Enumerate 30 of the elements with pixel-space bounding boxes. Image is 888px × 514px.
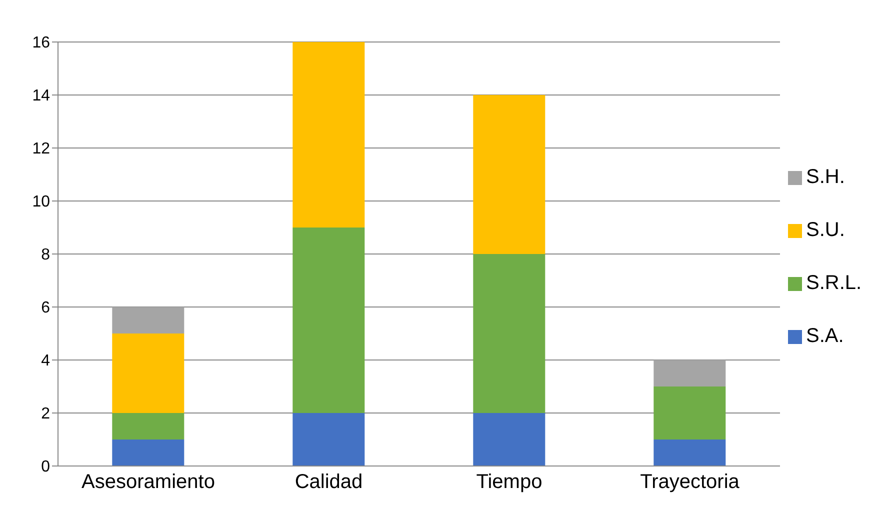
bar [112,413,184,440]
legend-label: S.A. [806,325,844,348]
bar [292,228,365,413]
y-tick-label: 2 [41,406,50,423]
bar [112,334,184,413]
bar [112,307,184,334]
y-tick-label: 14 [32,88,50,105]
y-tick-label: 12 [32,140,50,158]
x-tick-label: Asesoramiento [82,471,215,494]
y-tick-label: 6 [41,300,50,317]
legend-label: S.U. [806,219,845,242]
bar [473,254,546,413]
y-tick-label: 16 [32,34,50,52]
bar [112,440,184,466]
x-tick-label: Tiempo [476,471,542,494]
bar [292,42,365,228]
bar [654,440,726,466]
y-tick-label: 0 [41,458,50,476]
bar [473,413,546,466]
legend-label: S.H. [806,166,845,189]
bar [473,95,546,254]
bar [292,413,365,466]
bar [654,360,726,386]
y-tick-label: 4 [41,352,50,370]
x-tick-label: Trayectoria [640,471,740,494]
legend-label: S.R.L. [806,272,862,295]
y-tick-label: 10 [32,194,50,211]
bar [654,386,726,440]
y-tick-label: 8 [41,246,50,264]
x-tick-label: Calidad [294,471,363,494]
